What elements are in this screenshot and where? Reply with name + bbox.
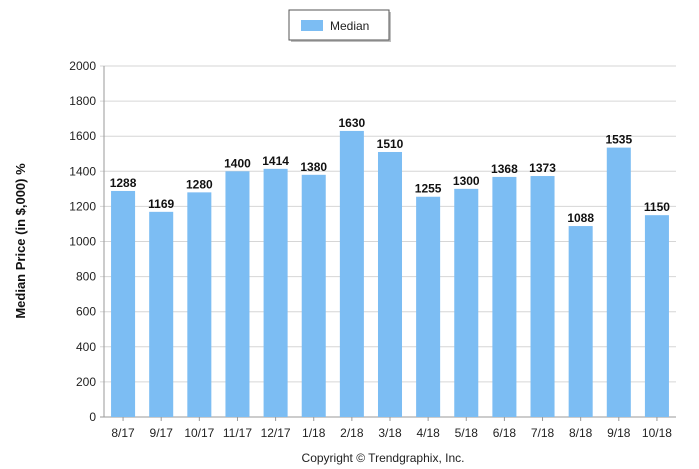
- legend-swatch: [301, 20, 323, 31]
- x-tick-label: 11/17: [223, 426, 252, 440]
- legend-label: Median: [330, 19, 369, 33]
- y-tick-label: 1600: [69, 129, 96, 143]
- bar: [606, 147, 631, 418]
- data-label: 1288: [110, 176, 137, 190]
- bar: [301, 174, 326, 417]
- data-label: 1400: [224, 156, 251, 170]
- bar: [339, 130, 364, 417]
- y-tick-label: 200: [76, 375, 96, 389]
- x-tick-label: 4/18: [416, 426, 440, 440]
- data-label: 1414: [262, 154, 289, 168]
- data-label: 1169: [148, 197, 174, 211]
- bar: [454, 188, 479, 417]
- x-tick-label: 8/17: [111, 426, 135, 440]
- x-tick-label: 6/18: [493, 426, 517, 440]
- x-tick-label: 2/18: [340, 426, 364, 440]
- x-tick-label: 10/18: [642, 426, 672, 440]
- x-tick-label: 10/17: [184, 426, 214, 440]
- data-label: 1373: [529, 161, 556, 175]
- data-label: 1510: [377, 137, 404, 151]
- x-tick-label: 12/17: [261, 426, 291, 440]
- y-tick-label: 1800: [69, 94, 96, 108]
- axes: 0 200 400 600 800 1000 1200 1400 1600 1800 2000 8/1…: [69, 59, 672, 440]
- y-tick-label: 1000: [69, 235, 96, 249]
- y-tick-label: 800: [76, 270, 96, 284]
- legend: Median: [288, 9, 391, 42]
- data-label: 1088: [567, 211, 594, 225]
- y-tick-label: 1200: [69, 199, 96, 213]
- data-label: 1368: [491, 162, 518, 176]
- data-label: 1280: [186, 177, 213, 191]
- y-tick-label: 2000: [69, 59, 96, 73]
- data-label: 1535: [605, 133, 632, 147]
- x-tick-label: 9/17: [150, 426, 174, 440]
- x-tick-label: 5/18: [455, 426, 479, 440]
- x-tick-label: 8/18: [569, 426, 593, 440]
- bar: [377, 151, 403, 417]
- y-tick-label: 400: [76, 340, 96, 354]
- data-label: 1150: [644, 200, 670, 214]
- bar: [530, 176, 555, 417]
- copyright-text: Copyright © Trendgraphix, Inc.: [302, 451, 465, 465]
- data-label: 1630: [339, 116, 366, 130]
- y-tick-label: 0: [89, 410, 96, 424]
- y-tick-label: 1400: [69, 164, 96, 178]
- data-label: 1380: [300, 160, 327, 174]
- data-label: 1300: [453, 174, 480, 188]
- bar: [225, 171, 250, 417]
- x-tick-label: 9/18: [607, 426, 631, 440]
- bars: [111, 130, 669, 418]
- y-axis-title: Median Price (in $,000) %: [13, 163, 28, 319]
- bar: [111, 190, 136, 417]
- bar: [568, 226, 593, 417]
- x-tick-label: 3/18: [378, 426, 402, 440]
- bar: [416, 196, 441, 417]
- bar: [644, 215, 669, 417]
- data-label: 1255: [415, 182, 442, 196]
- x-tick-label: 1/18: [302, 426, 326, 440]
- y-tick-label: 600: [76, 305, 96, 319]
- x-tick-label: 7/18: [531, 426, 555, 440]
- bar: [492, 176, 517, 417]
- data-labels: 1288 1169 1280 1400 1414 1380 1630 1510 1255 1300…: [110, 116, 671, 225]
- bar: [149, 211, 174, 417]
- bar: [187, 192, 212, 417]
- bar: [263, 168, 288, 417]
